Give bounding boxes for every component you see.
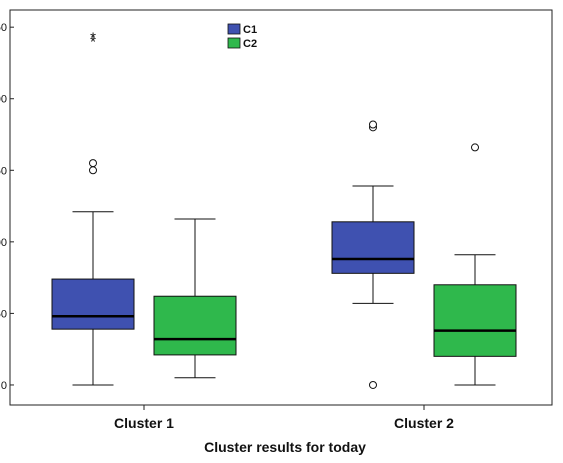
extreme-point: *: [90, 34, 96, 51]
boxes-layer: **: [51, 29, 517, 389]
outlier-point: [89, 166, 97, 175]
legend-swatch-c1: [227, 23, 241, 35]
box-group-c2-2: [433, 143, 517, 386]
outlier-point: [369, 380, 377, 389]
box-iqr: [331, 221, 415, 274]
x-tick-label: Cluster 2: [394, 415, 454, 431]
y-tick-label: 50: [0, 308, 7, 320]
legend-label-c1: C1: [243, 24, 257, 36]
box-iqr: [153, 295, 237, 356]
y-tick-label: 0: [1, 380, 7, 392]
box-iqr: [51, 278, 135, 330]
box-iqr: [433, 284, 517, 357]
y-tick-label: 150: [0, 165, 7, 177]
box-group-c1-1: **: [51, 29, 135, 386]
y-tick-label: 250: [0, 22, 7, 34]
legend-swatch-c2: [227, 37, 241, 49]
y-tick-label: 100: [0, 237, 7, 249]
x-axis-title: Cluster results for today: [204, 439, 366, 455]
legend-label-c2: C2: [243, 38, 257, 50]
box-group-c1-2: [331, 120, 415, 389]
outlier-point: [471, 143, 479, 152]
axes-layer: 0 50 100 150 200 250 Cluster 1 Cluster 2: [0, 9, 553, 431]
plot-frame: [9, 9, 553, 406]
extreme-point: *: [90, 29, 96, 46]
y-tick-label: 200: [0, 94, 7, 106]
outlier-point: [89, 159, 97, 168]
outlier-point: [369, 120, 377, 129]
x-tick-label: Cluster 1: [114, 415, 174, 431]
box-group-c2-1: [153, 218, 237, 379]
